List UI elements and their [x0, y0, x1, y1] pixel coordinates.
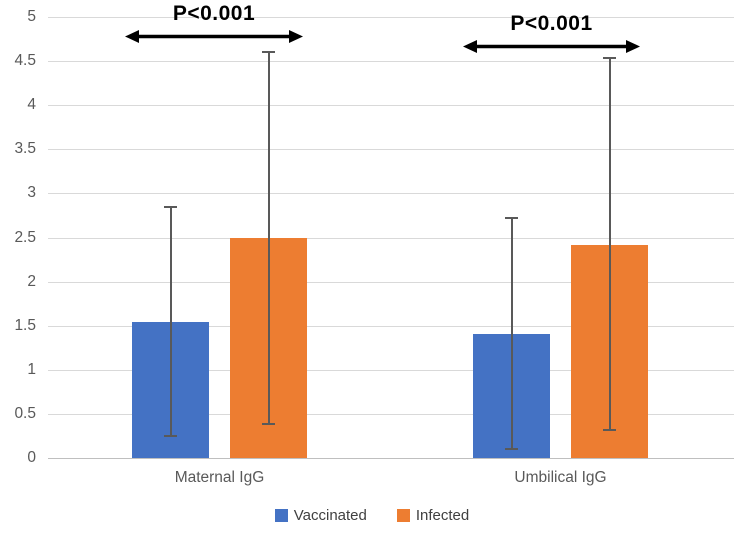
y-tick-label-3: 3: [27, 184, 36, 202]
error-bar-infected-0: [267, 52, 270, 424]
y-tick-label-5: 5: [27, 8, 36, 25]
error-cap-bottom-infected-1: [603, 428, 616, 431]
double-arrow-icon: [125, 30, 303, 43]
p-value-annotation-1: P<0.001: [463, 12, 640, 54]
gridline-2.5: [48, 237, 734, 239]
y-tick-label-1: 1: [27, 360, 36, 378]
y-tick-label-0: 0: [27, 449, 36, 466]
p-value-label-0: P<0.001: [172, 2, 256, 25]
x-category-label-0: Maternal IgG: [174, 469, 265, 486]
error-cap-top-infected-0: [262, 51, 275, 54]
error-cap-bottom-infected-0: [262, 422, 275, 425]
error-cap-top-infected-1: [603, 57, 616, 60]
error-bar-infected-1: [608, 58, 611, 430]
error-cap-top-vaccinated-0: [164, 205, 177, 208]
y-tick-label-2: 2: [27, 272, 36, 290]
gridline-2: [48, 281, 734, 283]
y-tick-label-1.5: 1.5: [14, 316, 36, 334]
error-cap-bottom-vaccinated-1: [505, 448, 518, 451]
legend-label-infected: Infected: [415, 507, 470, 524]
double-arrow-icon: [463, 40, 640, 53]
error-bar-vaccinated-1: [510, 218, 513, 450]
gridline-4: [48, 105, 734, 107]
y-tick-label-3.5: 3.5: [14, 140, 36, 158]
legend-label-vaccinated: Vaccinated: [293, 507, 367, 524]
y-tick-label-2.5: 2.5: [14, 228, 36, 246]
gridline-5: [48, 17, 734, 18]
y-tick-label-0.5: 0.5: [14, 404, 36, 422]
gridline-0.5: [48, 413, 734, 415]
gridline-3: [48, 193, 734, 195]
gridline-4.5: [48, 61, 734, 63]
legend: Vaccinated Infected: [0, 507, 744, 524]
y-tick-label-4.5: 4.5: [14, 52, 36, 70]
error-bar-vaccinated-0: [169, 206, 172, 436]
legend-swatch-vaccinated: [274, 509, 288, 522]
x-category-label-1: Umbilical IgG: [514, 469, 607, 486]
gridline-0: [48, 458, 734, 459]
y-tick-label-4: 4: [27, 96, 36, 114]
p-value-label-1: P<0.001: [510, 12, 593, 35]
p-value-annotation-0: P<0.001: [125, 2, 303, 44]
legend-item-vaccinated: Vaccinated: [274, 507, 367, 524]
error-cap-top-vaccinated-1: [505, 217, 518, 220]
legend-item-infected: Infected: [396, 507, 470, 524]
gridline-1: [48, 369, 734, 371]
legend-swatch-infected: [396, 509, 410, 522]
gridline-3.5: [48, 149, 734, 151]
error-cap-bottom-vaccinated-0: [164, 434, 177, 437]
gridline-1.5: [48, 325, 734, 327]
